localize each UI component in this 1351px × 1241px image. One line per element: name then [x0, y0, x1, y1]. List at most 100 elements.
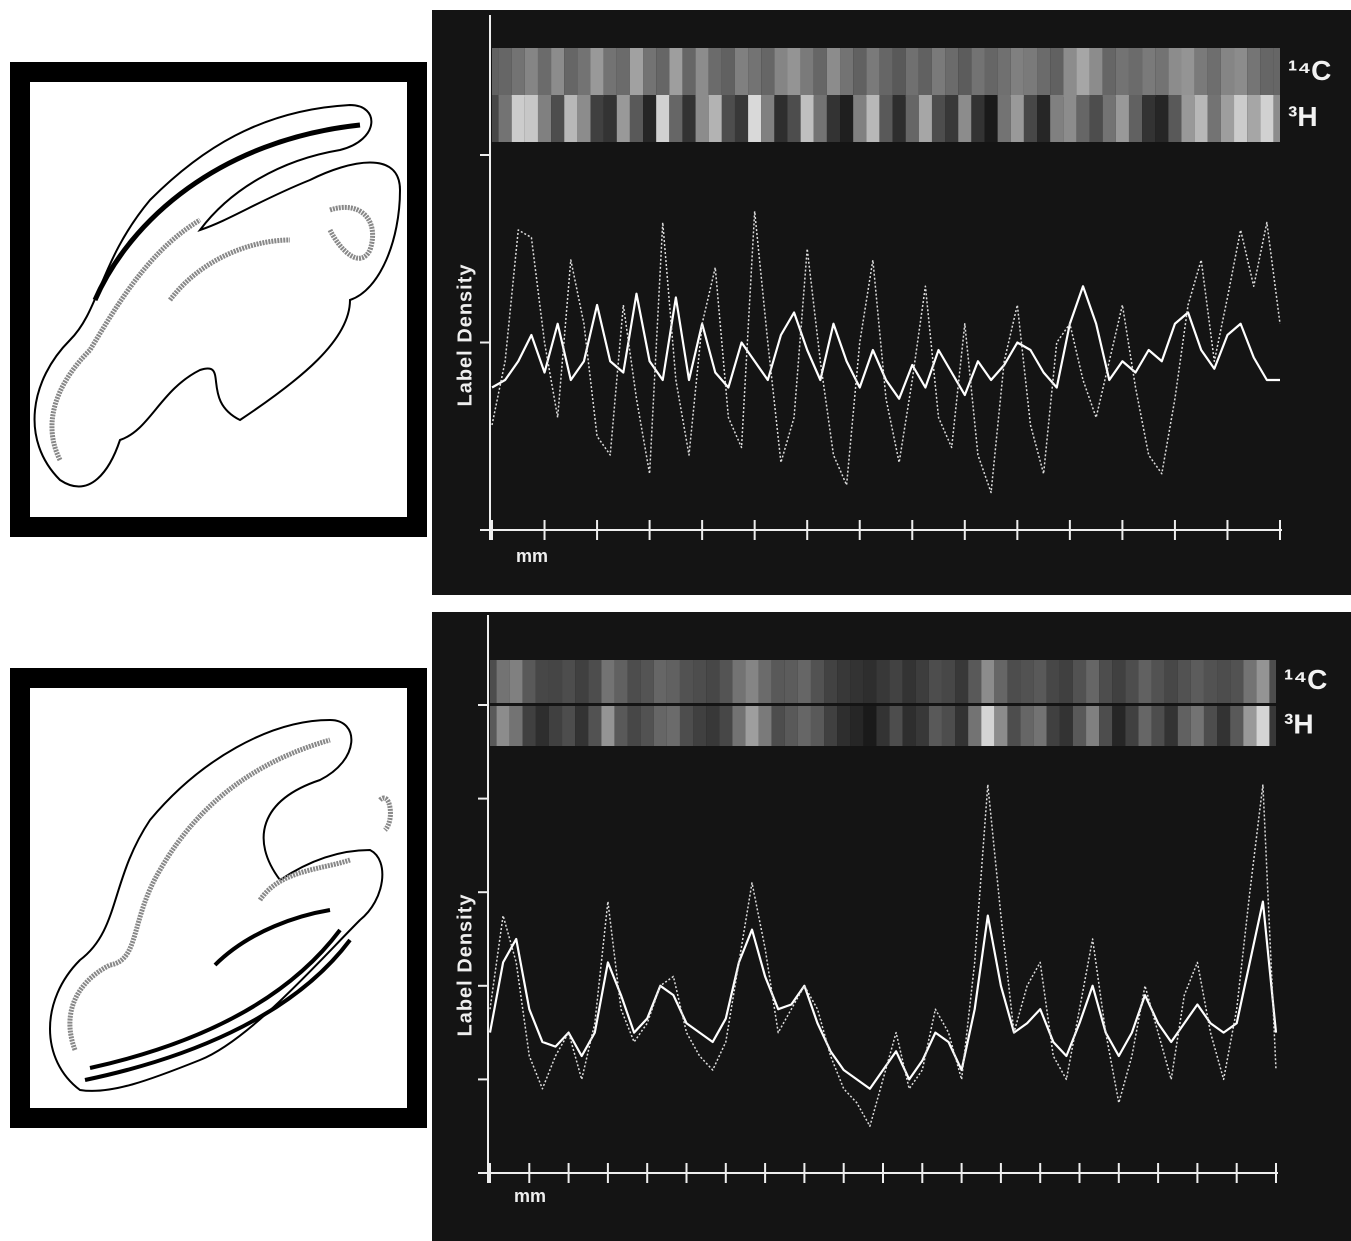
- density-strip-cell: [774, 95, 788, 142]
- density-strip-cell: [1033, 706, 1047, 746]
- density-strip-cell: [629, 48, 644, 97]
- density-strip-cell: [1190, 660, 1204, 703]
- density-strip-cell: [708, 95, 722, 142]
- density-strip-cell: [490, 660, 497, 703]
- density-strip-cell: [784, 660, 798, 703]
- density-strip-cell: [866, 95, 880, 142]
- density-strip-cell: [1020, 660, 1034, 703]
- density-strip-cell: [1102, 48, 1116, 97]
- trace-solid: [488, 900, 1278, 1090]
- density-strip-cell: [941, 706, 956, 746]
- density-strip-cell: [905, 95, 919, 142]
- density-strip-cell: [1059, 660, 1073, 703]
- density-strip-cell: [984, 95, 998, 142]
- density-strip-cell: [850, 660, 864, 703]
- density-strip-cell: [787, 48, 801, 97]
- density-strip-cell: [564, 48, 578, 97]
- density-strip-cell: [1020, 706, 1034, 746]
- density-strip-cell: [892, 95, 906, 142]
- trace-dotted: [489, 783, 1277, 1127]
- density-strip-cell: [1194, 95, 1208, 142]
- density-strip-cell: [945, 95, 959, 142]
- density-strip-cell: [1099, 660, 1113, 703]
- density-strip-cell: [653, 660, 667, 703]
- schematic-bottom: [10, 668, 427, 1128]
- density-strip-cell: [1007, 660, 1021, 703]
- density-strip-cell: [669, 48, 683, 97]
- density-strip-cell: [1190, 706, 1204, 746]
- density-strip-cell: [1269, 660, 1276, 703]
- density-strip-cell: [892, 48, 906, 97]
- density-strip-cell: [784, 706, 798, 746]
- density-strip-cell: [813, 48, 827, 97]
- density-strip-cell: [971, 95, 985, 142]
- density-strip-cell: [761, 48, 775, 97]
- density-strip-cell: [787, 95, 801, 142]
- density-strip-cell: [863, 706, 877, 746]
- density-strip-cell: [640, 660, 654, 703]
- density-strip-cell: [905, 48, 919, 97]
- density-strip-cell: [1099, 706, 1113, 746]
- density-strip-cell: [1260, 48, 1274, 97]
- density-strip-cell: [656, 48, 670, 97]
- density-strip-cell: [1046, 660, 1060, 703]
- density-strip-cell: [535, 706, 549, 746]
- density-strip-cell: [1203, 706, 1218, 746]
- density-strip-cell: [879, 95, 893, 142]
- density-strip-cell: [813, 95, 827, 142]
- density-strip-cell: [732, 706, 746, 746]
- density-strip-cell: [1273, 95, 1280, 142]
- density-strip-cell: [824, 660, 838, 703]
- density-strip-cell: [1115, 48, 1129, 97]
- density-strip-cell: [590, 48, 604, 97]
- density-strip-cell: [1007, 706, 1021, 746]
- density-strip-cell: [640, 706, 654, 746]
- density-strip-cell: [656, 95, 670, 142]
- density-strip-cell: [1010, 95, 1024, 142]
- density-strip-cell: [492, 95, 499, 142]
- density-strip-cell: [643, 95, 657, 142]
- density-strip-cell: [706, 706, 720, 746]
- density-strip-cell: [915, 660, 929, 703]
- density-strip-cell: [797, 660, 811, 703]
- density-strip-cell: [761, 95, 775, 142]
- density-strip-cell: [1151, 660, 1165, 703]
- y-axis-label: Label Density: [454, 263, 476, 406]
- density-strip-cell: [1217, 660, 1231, 703]
- density-strip-cell: [1256, 660, 1270, 703]
- density-strip-cell: [981, 706, 995, 746]
- density-strip-cell: [889, 706, 903, 746]
- density-strip-cell: [1076, 95, 1090, 142]
- density-strip-cell: [810, 660, 825, 703]
- trace-dotted: [491, 210, 1281, 494]
- density-strip-cell: [1155, 48, 1169, 97]
- density-strip-cell: [524, 95, 538, 142]
- density-strip-cell: [721, 48, 735, 97]
- density-strip-cell: [511, 48, 525, 97]
- density-strip-cell: [1010, 48, 1024, 97]
- density-strip-cell: [826, 48, 841, 97]
- density-strip-cell: [1063, 95, 1077, 142]
- density-strip-cell: [958, 48, 972, 97]
- density-strip-cell: [666, 660, 680, 703]
- density-strip-cell: [732, 660, 746, 703]
- density-strip-cell: [548, 706, 563, 746]
- density-strip-cell: [629, 95, 644, 142]
- density-strip-cell: [955, 706, 969, 746]
- density-strip-cell: [669, 95, 683, 142]
- density-strip-cell: [590, 95, 604, 142]
- density-strip-cell: [1102, 95, 1116, 142]
- density-strip-cell: [1168, 48, 1182, 97]
- density-strip-cell: [492, 48, 499, 97]
- density-strip-cell: [853, 95, 867, 142]
- density-strip-cell: [745, 660, 759, 703]
- strip-label: ³H: [1288, 101, 1318, 132]
- density-strip-cell: [1181, 95, 1195, 142]
- density-strip-cell: [902, 706, 916, 746]
- density-strip-cell: [1142, 48, 1156, 97]
- y-axis-label: Label Density: [454, 893, 476, 1036]
- density-strip-cell: [758, 706, 772, 746]
- density-strip-cell: [643, 48, 657, 97]
- density-strip-cell: [1076, 48, 1090, 97]
